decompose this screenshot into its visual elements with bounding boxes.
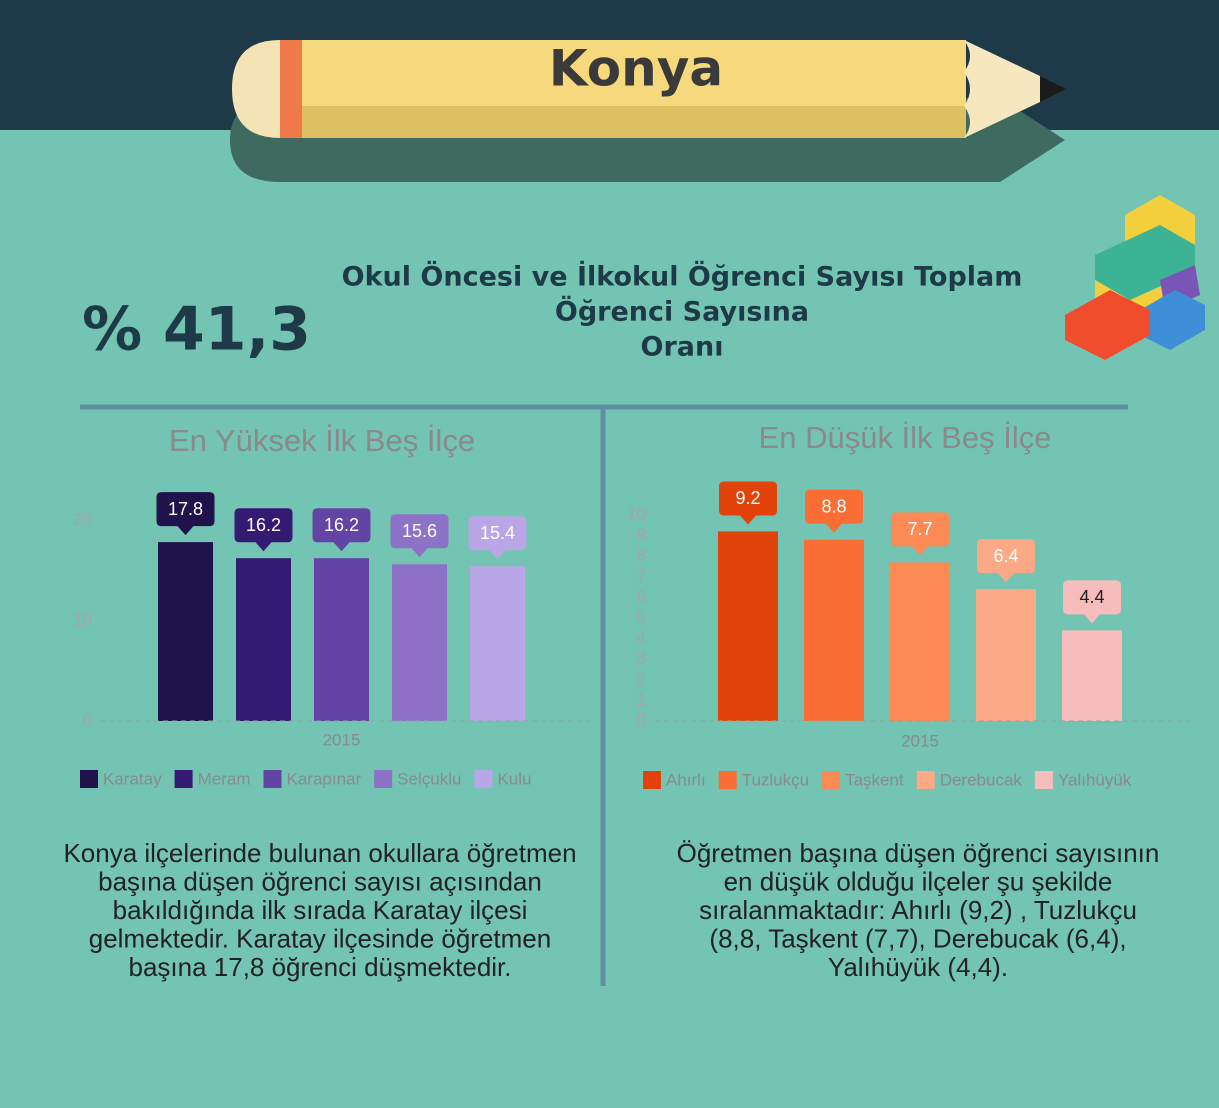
value-label: 9.2 — [735, 488, 760, 508]
infographic: Konya % 41,3 Okul Öncesi ve İlkokul Öğre… — [0, 0, 1219, 1108]
bar — [314, 558, 369, 721]
y-tick-label: 3 — [637, 649, 646, 668]
page: Konya % 41,3 Okul Öncesi ve İlkokul Öğre… — [0, 0, 1219, 1108]
bar — [470, 566, 525, 721]
legend-swatch — [643, 771, 661, 789]
bar — [1062, 630, 1122, 721]
value-label: 8.8 — [821, 496, 846, 516]
subtitle: Oranı — [641, 332, 724, 363]
legend-swatch — [264, 770, 282, 788]
y-tick-label: 10 — [627, 504, 646, 523]
y-tick-label: 7 — [637, 566, 646, 585]
legend-label: Selçuklu — [397, 769, 461, 788]
y-tick-label: 0 — [83, 710, 92, 729]
note-line: (8,8, Taşkent (7,7), Derebucak (6,4), — [709, 923, 1126, 953]
legend-label: Yalıhüyük — [1058, 770, 1132, 789]
bar — [158, 542, 213, 721]
value-label: 4.4 — [1079, 587, 1104, 607]
pencil-body-shade — [302, 106, 966, 138]
note-line: Konya ilçelerinde bulunan okullara öğret… — [63, 838, 576, 868]
legend-swatch — [1035, 771, 1053, 789]
pencil-band — [280, 40, 302, 138]
legend-label: Tuzlukçu — [742, 770, 809, 789]
bar — [392, 564, 447, 721]
note-line: Öğretmen başına düşen öğrenci sayısının — [677, 838, 1160, 868]
page-title: Konya — [549, 40, 723, 98]
note-line: başına 17,8 öğrenci düşmektedir. — [128, 952, 511, 982]
note-line: başına düşen öğrenci sayısı açısından — [98, 866, 542, 896]
subtitle: Öğrenci Sayısına — [555, 295, 809, 328]
x-tick-label: 2015 — [323, 730, 361, 749]
y-tick-label: 8 — [637, 546, 646, 565]
y-tick-label: 1 — [637, 690, 646, 709]
note-line: en düşük olduğu ilçeler şu şekilde — [724, 866, 1113, 896]
y-tick-label: 20 — [73, 509, 92, 528]
legend-swatch — [719, 771, 737, 789]
bar — [976, 589, 1036, 721]
legend-swatch — [917, 771, 935, 789]
value-label: 15.4 — [480, 523, 515, 543]
bar — [890, 562, 950, 721]
value-label: 6.4 — [993, 546, 1018, 566]
chart-title: En Yüksek İlk Beş İlçe — [169, 423, 475, 458]
legend-label: Kulu — [497, 769, 531, 788]
value-label: 7.7 — [907, 519, 932, 539]
y-tick-label: 9 — [637, 525, 646, 544]
legend-label: Karapınar — [287, 769, 362, 788]
legend-swatch — [80, 770, 98, 788]
note-line: sıralanmaktadır: Ahırlı (9,2) , Tuzlukçu — [699, 895, 1137, 925]
subtitle: Okul Öncesi ve İlkokul Öğrenci Sayısı To… — [342, 260, 1023, 293]
value-label: 15.6 — [402, 521, 437, 541]
bar — [804, 540, 864, 721]
x-tick-label: 2015 — [901, 731, 939, 750]
legend-swatch — [822, 771, 840, 789]
chart-title: En Düşük İlk Beş İlçe — [759, 420, 1052, 455]
y-tick-label: 5 — [637, 607, 646, 626]
bar — [236, 558, 291, 721]
y-tick-label: 10 — [73, 610, 92, 629]
y-tick-label: 6 — [637, 587, 646, 606]
value-label: 16.2 — [324, 515, 359, 535]
y-tick-label: 4 — [637, 628, 646, 647]
y-tick-label: 2 — [637, 669, 646, 688]
legend-label: Meram — [198, 769, 251, 788]
note-line: gelmektedir. Karatay ilçesinde öğretmen — [89, 923, 551, 953]
stat-value: % 41,3 — [82, 295, 311, 365]
legend-label: Taşkent — [845, 770, 904, 789]
bar — [718, 531, 778, 721]
legend-swatch — [374, 770, 392, 788]
legend-swatch — [175, 770, 193, 788]
legend-label: Ahırlı — [666, 770, 706, 789]
note-line: bakıldığında ilk sırada Karatay ilçesi — [113, 895, 528, 925]
note-line: Yalıhüyük (4,4). — [828, 952, 1008, 982]
value-label: 17.8 — [168, 499, 203, 519]
legend-label: Derebucak — [940, 770, 1023, 789]
y-tick-label: 0 — [637, 710, 646, 729]
value-label: 16.2 — [246, 515, 281, 535]
legend-swatch — [474, 770, 492, 788]
legend-label: Karatay — [103, 769, 162, 788]
